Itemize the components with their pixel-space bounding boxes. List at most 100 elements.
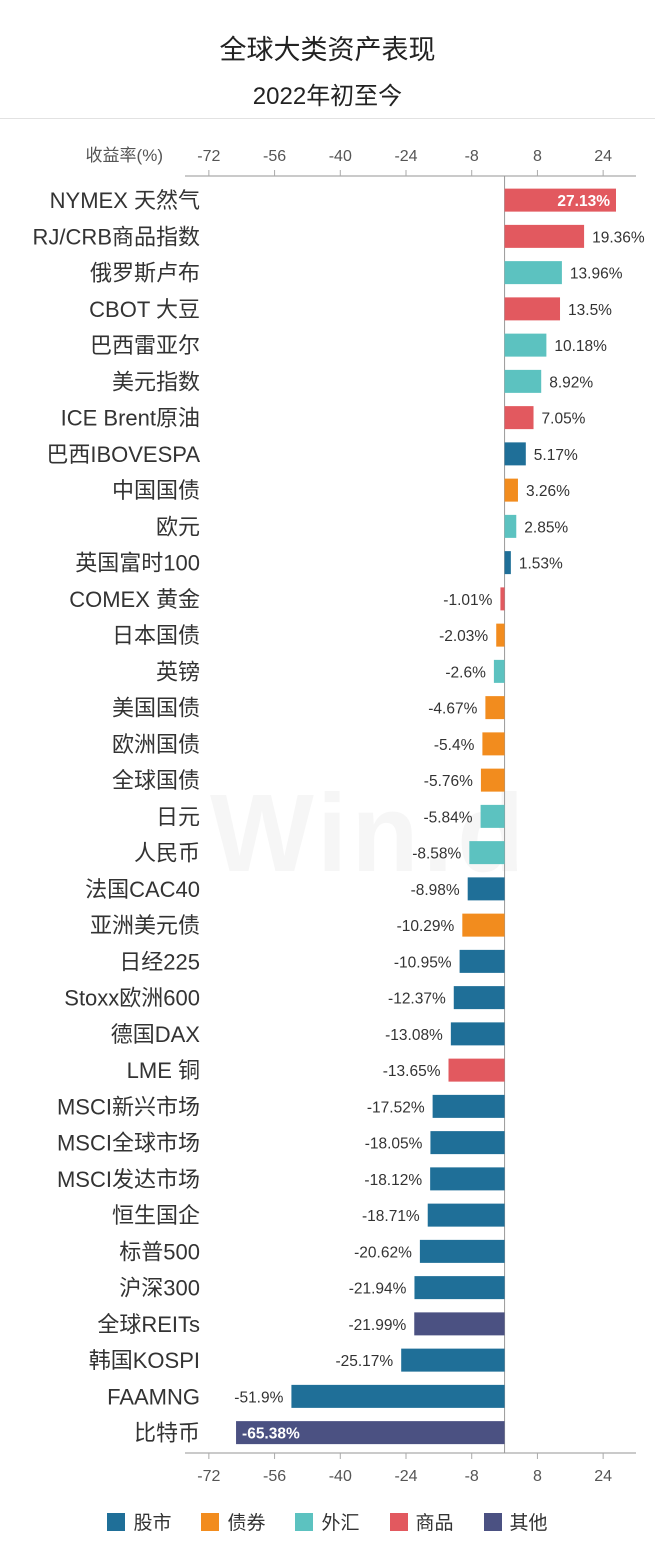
data-label: -21.99% [349, 1317, 407, 1334]
legend-item: 债券 [201, 1508, 265, 1535]
legend-label: 商品 [415, 1513, 454, 1534]
bar [459, 949, 505, 973]
category-label: CBOT 大豆 [89, 297, 200, 322]
bar [430, 1131, 505, 1155]
data-label: -2.6% [445, 664, 486, 681]
legend-swatch [295, 1512, 314, 1531]
tick-label-bottom: 24 [594, 1468, 612, 1485]
category-label: Stoxx欧洲600 [64, 986, 200, 1011]
data-label: -8.98% [411, 882, 460, 899]
tick-label-top: 8 [533, 148, 542, 165]
tick-label-bottom: 8 [533, 1468, 542, 1485]
header-divider [0, 118, 655, 119]
legend-item: 股市 [107, 1508, 171, 1535]
data-label: 5.17% [534, 447, 578, 464]
category-label: 法国CAC40 [85, 877, 200, 902]
data-label: -65.38% [242, 1426, 300, 1443]
chart-title: 全球大类资产表现 [219, 35, 436, 65]
data-label: -13.65% [383, 1063, 441, 1080]
category-label: 中国国债 [112, 478, 200, 503]
bar [504, 369, 542, 393]
tick-label-top: -24 [394, 148, 417, 165]
category-label: 全球国债 [112, 768, 200, 793]
legend-item: 其他 [483, 1508, 548, 1535]
bar [414, 1312, 505, 1336]
category-label: 美国国债 [112, 696, 200, 721]
tick-label-bottom: -56 [263, 1468, 286, 1485]
category-label: 韩国KOSPI [89, 1348, 200, 1373]
data-label: 10.18% [554, 338, 607, 355]
bar [401, 1348, 505, 1372]
category-label: FAAMNG [107, 1384, 200, 1409]
legend-label: 股市 [133, 1513, 172, 1534]
bar [482, 732, 505, 756]
legend-swatch [107, 1512, 126, 1531]
data-label: -4.67% [428, 701, 477, 718]
data-label: -13.08% [385, 1027, 443, 1044]
bars-group: NYMEX 天然气 27.13% RJ/CRB商品指数 19.36% 俄罗斯卢布 13.9… [33, 188, 645, 1446]
category-label: 巴西IBOVESPA [46, 442, 200, 467]
bar [496, 623, 505, 647]
data-label: -20.62% [354, 1244, 412, 1261]
bar [432, 1094, 505, 1118]
bar [467, 877, 505, 901]
data-label: 7.05% [542, 411, 586, 428]
category-label: LME 铜 [127, 1058, 200, 1083]
chart-subtitle: 2022年初至今 [252, 83, 403, 110]
data-label: -18.71% [362, 1208, 420, 1225]
category-label: MSCI全球市场 [57, 1131, 200, 1156]
data-label: -1.01% [443, 592, 492, 609]
data-label: -8.58% [412, 846, 461, 863]
bar [453, 986, 505, 1010]
bar [480, 768, 505, 792]
tick-label-top: -8 [465, 148, 479, 165]
bar [469, 841, 505, 865]
data-label: -18.05% [365, 1136, 423, 1153]
bar [450, 1022, 505, 1046]
category-label: 美元指数 [112, 369, 200, 394]
bar [504, 333, 547, 357]
category-label: 日元 [156, 804, 200, 829]
tick-label-bottom: -72 [197, 1468, 220, 1485]
category-label: 欧元 [156, 514, 200, 539]
bar [504, 478, 518, 502]
data-label: 27.13% [557, 193, 610, 210]
bar [504, 406, 534, 430]
axis-label-y: 收益率(%) [86, 146, 163, 165]
category-label: 英国富时100 [75, 551, 200, 576]
bar [504, 551, 511, 575]
category-label: 全球REITs [97, 1312, 200, 1337]
category-label: 德国DAX [111, 1022, 201, 1047]
category-label: 标普500 [119, 1239, 200, 1264]
bar [504, 442, 526, 466]
category-label: ICE Brent原油 [61, 406, 200, 431]
bar-chart: 收益率(%) -72 -72 -56 -56 -40 -40 -24 -24 -8 -8 8 8 24 2… [33, 146, 645, 1485]
legend-item: 商品 [389, 1508, 454, 1535]
category-label: NYMEX 天然气 [50, 188, 200, 213]
data-label: -10.95% [394, 954, 452, 971]
category-label: COMEX 黄金 [69, 587, 200, 612]
data-label: -2.03% [439, 628, 488, 645]
legend-item: 外汇 [295, 1508, 360, 1535]
data-label: 19.36% [592, 229, 645, 246]
data-label: 1.53% [519, 556, 563, 573]
category-label: 人民币 [134, 841, 200, 866]
data-label: 3.26% [526, 483, 570, 500]
data-label: -21.94% [349, 1281, 407, 1298]
bar [448, 1058, 505, 1082]
bar [291, 1384, 505, 1408]
tick-label-bottom: -40 [329, 1468, 352, 1485]
data-label: 13.96% [570, 266, 623, 283]
bar [504, 297, 561, 321]
data-label: -51.9% [234, 1389, 283, 1406]
category-label: RJ/CRB商品指数 [33, 224, 200, 249]
data-label: -25.17% [335, 1353, 393, 1370]
bar [462, 913, 505, 937]
data-label: -18.12% [364, 1172, 422, 1189]
bar [485, 696, 505, 720]
legend-swatch [483, 1512, 502, 1531]
legend-swatch [201, 1512, 220, 1531]
legend: 股市 债券 外汇 商品 其他 [0, 1508, 655, 1535]
tick-label-top: -40 [329, 148, 352, 165]
category-label: 欧洲国债 [112, 732, 200, 757]
